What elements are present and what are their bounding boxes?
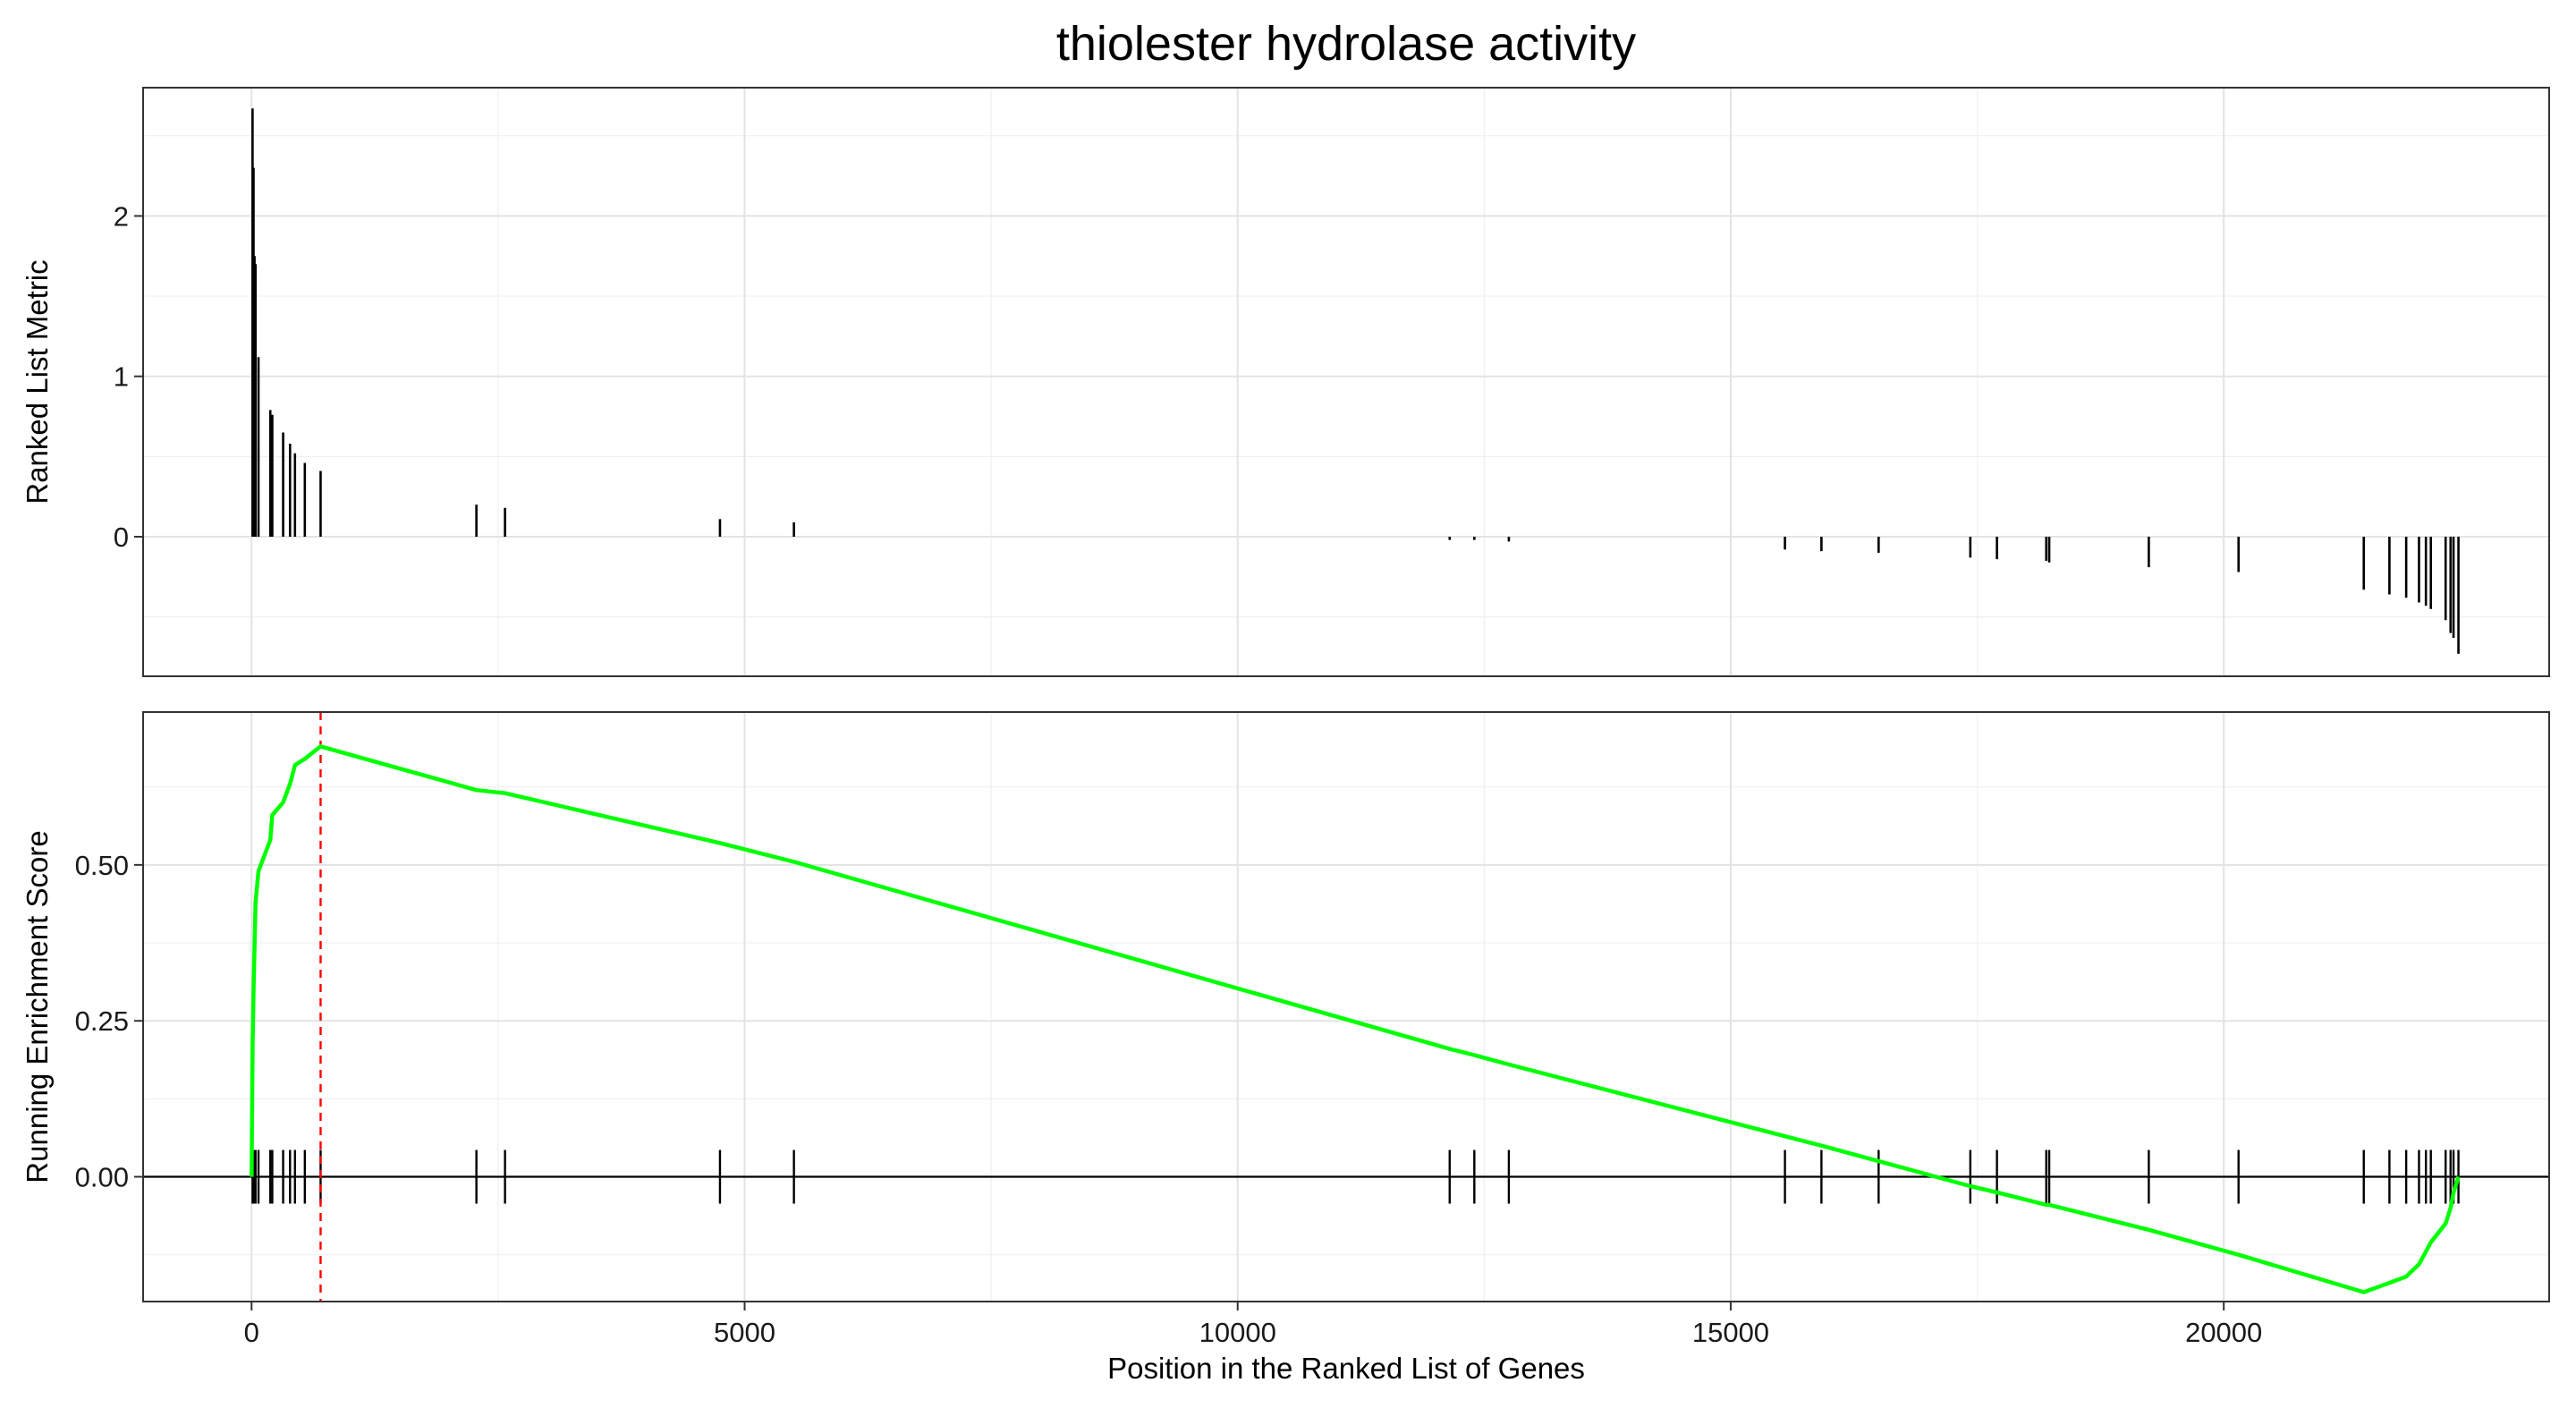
x-tick-label: 10000 — [1199, 1317, 1276, 1348]
y-tick-label: 0.00 — [75, 1162, 129, 1193]
y-tick-label: 0.25 — [75, 1005, 129, 1037]
gene-hit-ticks — [251, 1149, 2460, 1204]
ranked-metric-y-ticks: 0 1 2 — [114, 200, 143, 553]
x-tick-label: 15000 — [1692, 1317, 1769, 1348]
enrichment-score-panel-background — [143, 712, 2549, 1302]
running-enrichment-line — [250, 744, 2461, 1294]
y-tick-label: 0.50 — [75, 850, 129, 881]
y-tick-label: 2 — [114, 200, 129, 232]
enrichment-score-y-ticks: 0.00 0.25 0.50 — [75, 850, 143, 1193]
x-tick-label: 5000 — [714, 1317, 775, 1348]
ranked-metric-panel-border — [142, 87, 2550, 677]
x-tick-label: 20000 — [2185, 1317, 2262, 1348]
chart-title: thiolester hydrolase activity — [1056, 17, 1636, 71]
enrichment-score-panel: 0.00 0.25 0.50 0 5000 10000 15000 20000 Runnin… — [21, 711, 2550, 1385]
y-tick-label: 0 — [114, 522, 129, 553]
x-axis-label: Position in the Ranked List of Genes — [1107, 1352, 1585, 1385]
enrichment-score-panel-border — [142, 711, 2550, 1302]
x-tick-label: 0 — [244, 1317, 259, 1348]
enrichment-score-y-axis-label: Running Enrichment Score — [21, 830, 54, 1183]
ranked-metric-y-axis-label: Ranked List Metric — [21, 259, 54, 504]
y-tick-label: 1 — [114, 361, 129, 393]
ranked-metric-bars — [251, 108, 2460, 654]
ranked-metric-panel-background — [143, 88, 2549, 676]
ranked-metric-panel: 0 1 2 Ranked List Metric — [21, 87, 2550, 677]
x-axis-ticks: 0 5000 10000 15000 20000 — [244, 1302, 2262, 1348]
